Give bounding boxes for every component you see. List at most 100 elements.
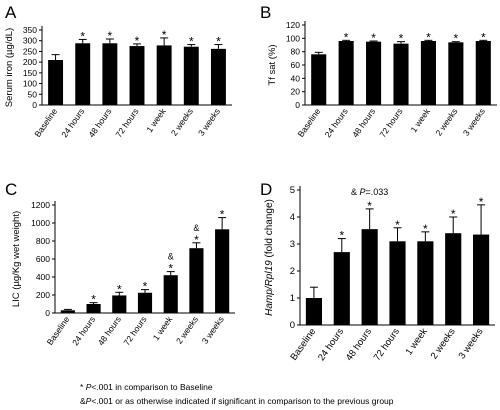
bar	[189, 248, 204, 313]
bar	[60, 310, 75, 313]
bar	[475, 41, 491, 105]
bar	[472, 234, 490, 325]
y-tick-label: 5	[290, 185, 295, 196]
significance-star: *	[371, 31, 376, 45]
x-tick-label: 2 weeks	[169, 106, 195, 137]
x-tick-label: 48 hours	[344, 326, 374, 363]
bar	[102, 43, 118, 105]
significance-star: *	[143, 280, 148, 294]
annotation-prefix: &	[351, 187, 360, 197]
bar	[338, 41, 354, 105]
x-tick-label: 3 weeks	[196, 106, 222, 137]
significance-star: *	[91, 293, 96, 307]
bar	[86, 304, 101, 313]
y-tick-label: 250	[23, 46, 37, 56]
p-value-annotation: & P=.033	[351, 187, 388, 197]
footnote-p: P	[85, 396, 92, 406]
footnote-text: <.001 in comparison to Baseline	[91, 382, 213, 392]
y-tick-label: 800	[36, 236, 50, 246]
y-axis-title-rest: (fold change)	[264, 199, 275, 260]
x-tick-label: 72 hours	[372, 326, 402, 363]
x-tick-label: 2 weeks	[174, 314, 200, 345]
significance-star: *	[479, 195, 484, 209]
footnote-significance-previous: &P<.001 or as otherwise indicated if sig…	[80, 396, 394, 406]
bar	[183, 46, 199, 105]
bar	[448, 42, 464, 105]
bar	[112, 295, 127, 313]
panel-label-b: B	[260, 3, 271, 22]
significance-star: *	[399, 32, 404, 46]
significance-star: *	[220, 208, 225, 222]
significance-star: *	[108, 29, 113, 43]
bar	[215, 229, 230, 313]
significance-ampersand: &	[168, 252, 174, 262]
bar	[75, 43, 91, 105]
y-axis-title: LIC (µg/Kg wet weight)	[11, 211, 22, 307]
y-tick-label: 100	[286, 33, 300, 43]
annotation-value: =.033	[366, 187, 389, 197]
y-axis-title-italic: Hamp/Rpl19	[264, 260, 275, 316]
significance-star: *	[481, 30, 486, 44]
x-tick-label: 2 weeks	[433, 106, 459, 137]
significance-star: *	[339, 229, 344, 243]
y-tick-label: 3	[290, 239, 295, 250]
bar	[163, 275, 178, 313]
x-tick-label: 3 weeks	[457, 326, 486, 361]
x-tick-label: 48 hours	[96, 314, 123, 347]
y-axis-title: Tf sat (%)	[267, 44, 278, 85]
bar	[129, 46, 145, 105]
bar	[366, 41, 382, 105]
chart-lic: 0 200 400 600 800 1000 1200 LIC (µg/Kg wet weig…	[11, 200, 235, 347]
y-tick-label: 0	[32, 100, 37, 110]
x-tick-label: 1 week	[151, 314, 175, 342]
significance-star: *	[423, 222, 428, 236]
x-tick-label: 1 week	[144, 106, 168, 134]
bar	[393, 43, 409, 105]
panel-label-a: A	[5, 3, 17, 22]
chart-hamp-rpl19: 0 1 2 3 4 5 Hamp/Rpl19 (fold change) Baseline * 2…	[264, 185, 495, 363]
bar	[417, 241, 434, 325]
y-tick-label: 0	[45, 308, 50, 318]
x-tick-label: 48 hours	[350, 106, 377, 139]
y-tick-label: 40	[291, 73, 301, 83]
y-tick-label: 20	[291, 87, 301, 97]
y-tick-label: 200	[36, 290, 50, 300]
significance-ampersand: &	[193, 223, 199, 233]
significance-star: *	[216, 35, 221, 49]
y-axis-title: Serum iron (µg/dL)	[4, 28, 15, 107]
significance-star: *	[451, 207, 456, 221]
bar	[389, 241, 406, 325]
bar	[311, 54, 327, 105]
y-tick-label: 120	[286, 20, 300, 30]
x-tick-label: 48 hours	[86, 106, 113, 139]
footnote-p: P	[85, 382, 92, 392]
significance-star: *	[426, 30, 431, 44]
y-tick-label: 0	[290, 320, 295, 331]
x-tick-label: 2 weeks	[429, 326, 458, 361]
y-tick-label: 60	[291, 60, 301, 70]
x-tick-label: 72 hours	[121, 314, 148, 347]
bar	[48, 60, 64, 105]
bar	[333, 252, 350, 325]
bar	[137, 292, 153, 313]
x-tick-label: Baseline	[45, 314, 72, 347]
bar	[156, 45, 172, 105]
y-tick-label: 1	[290, 293, 295, 304]
y-tick-label: 2	[290, 266, 295, 277]
y-tick-label: 150	[23, 68, 37, 78]
bar	[361, 229, 378, 325]
significance-star: *	[135, 34, 140, 48]
y-tick-label: 600	[36, 254, 50, 264]
y-tick-label: 0	[295, 100, 300, 110]
y-tick-label: 200	[23, 57, 37, 67]
significance-star: *	[117, 282, 122, 296]
y-tick-label: 1000	[31, 218, 50, 228]
x-tick-label: 1 week	[408, 106, 432, 134]
significance-star: *	[162, 28, 167, 42]
footnote-symbol: &	[80, 396, 86, 406]
significance-star: *	[168, 262, 173, 276]
x-tick-label: 24 hours	[323, 106, 350, 139]
significance-star: *	[189, 35, 194, 49]
